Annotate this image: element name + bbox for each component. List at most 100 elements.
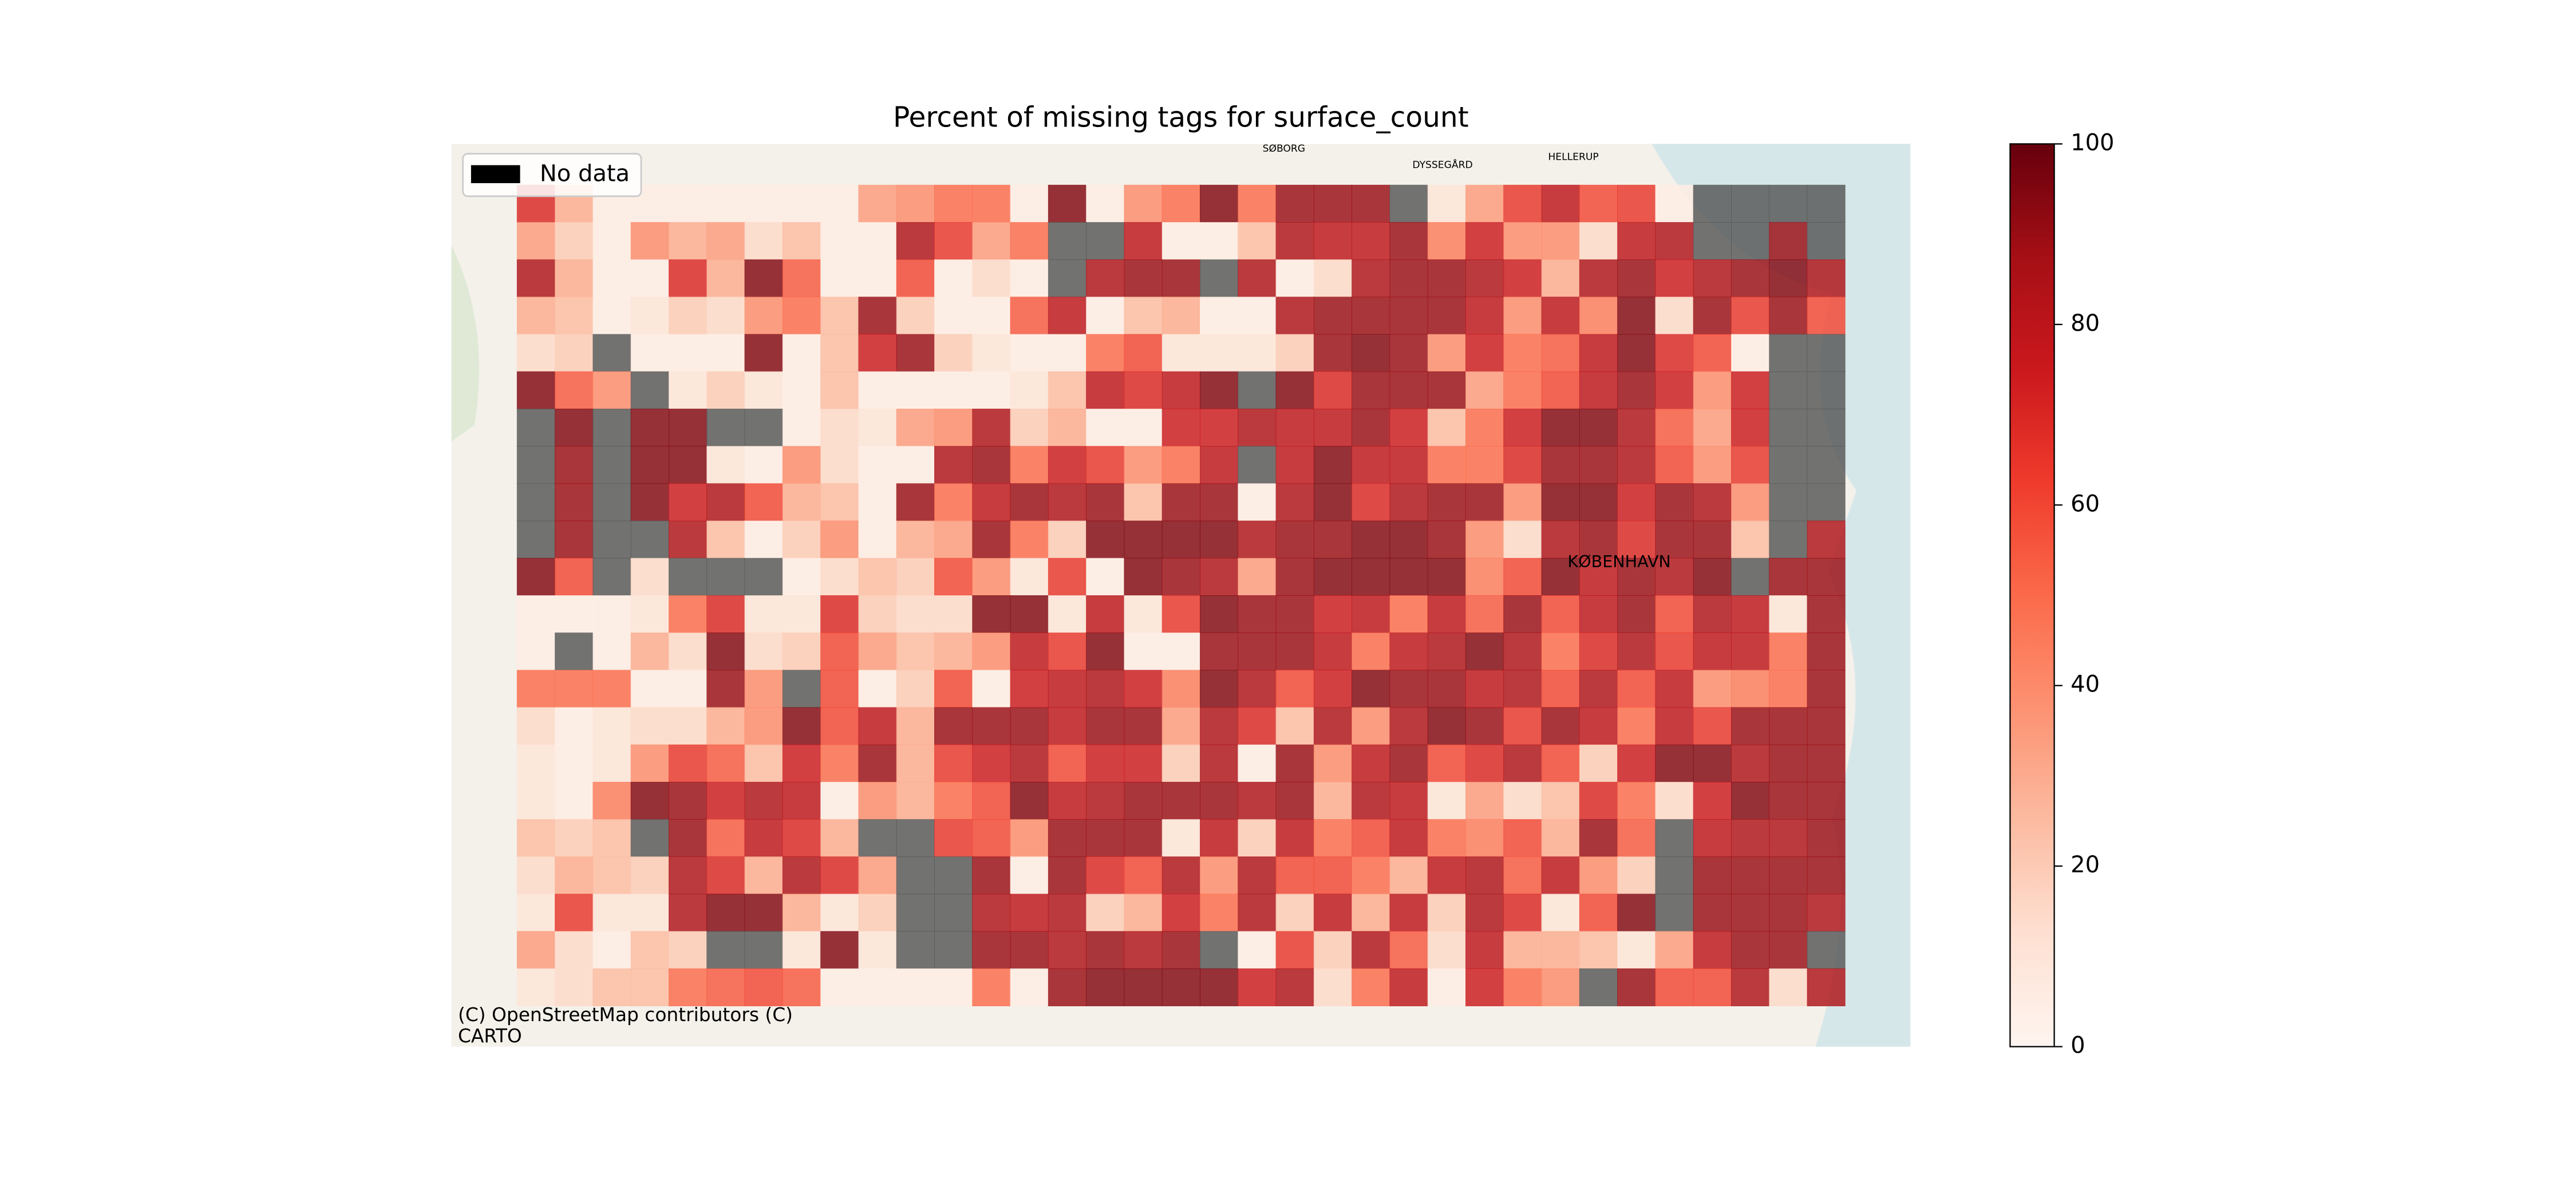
cell bbox=[1655, 670, 1694, 708]
cell bbox=[1541, 409, 1580, 447]
cell bbox=[1503, 819, 1542, 857]
cell bbox=[592, 893, 631, 932]
cell bbox=[516, 781, 555, 820]
cell bbox=[1655, 931, 1694, 969]
cell bbox=[1693, 446, 1732, 484]
cell bbox=[1427, 670, 1466, 708]
cell bbox=[1313, 222, 1352, 260]
no-data-cell bbox=[1807, 184, 1846, 223]
cell bbox=[1352, 520, 1390, 559]
no-data-cell bbox=[592, 483, 631, 521]
cell bbox=[1313, 334, 1352, 372]
cell bbox=[1389, 520, 1428, 559]
colorbar-tick-label: 20 bbox=[2071, 852, 2100, 878]
cell bbox=[1048, 968, 1086, 1006]
cell bbox=[1617, 483, 1656, 521]
cell bbox=[1275, 222, 1314, 260]
cell bbox=[782, 259, 821, 298]
cell bbox=[858, 670, 897, 708]
cell bbox=[592, 595, 631, 634]
cell bbox=[555, 520, 594, 559]
cell bbox=[1313, 819, 1352, 857]
cell bbox=[782, 893, 821, 932]
cell bbox=[1693, 856, 1732, 895]
cell bbox=[1313, 595, 1352, 634]
cell bbox=[1655, 483, 1694, 521]
cell bbox=[934, 595, 973, 634]
cell bbox=[972, 446, 1011, 484]
cell bbox=[1655, 520, 1694, 559]
cell bbox=[1161, 893, 1200, 932]
cell bbox=[1731, 931, 1770, 969]
cell bbox=[1465, 856, 1504, 895]
cell bbox=[1352, 446, 1390, 484]
cell bbox=[1238, 968, 1277, 1006]
cell bbox=[1807, 557, 1846, 596]
cell bbox=[1275, 334, 1314, 372]
cell bbox=[1427, 557, 1466, 596]
cell bbox=[1200, 371, 1239, 409]
cell bbox=[1086, 968, 1125, 1006]
cell bbox=[896, 259, 935, 298]
cell bbox=[555, 968, 594, 1006]
cell bbox=[1807, 632, 1846, 671]
cell bbox=[706, 856, 745, 895]
cell bbox=[1769, 670, 1808, 708]
cell bbox=[820, 222, 859, 260]
cell bbox=[1010, 744, 1049, 782]
cell bbox=[1161, 670, 1200, 708]
cell bbox=[1693, 893, 1732, 932]
cell bbox=[1655, 595, 1694, 634]
no-data-cell bbox=[896, 856, 935, 895]
cell bbox=[1086, 781, 1125, 820]
cell bbox=[706, 968, 745, 1006]
cell bbox=[1200, 781, 1239, 820]
no-data-cell bbox=[592, 409, 631, 447]
cell bbox=[1313, 632, 1352, 671]
cell bbox=[1010, 707, 1049, 745]
cell bbox=[1465, 931, 1504, 969]
cell bbox=[1313, 296, 1352, 335]
cell bbox=[555, 222, 594, 260]
cell bbox=[1465, 819, 1504, 857]
cell bbox=[1541, 819, 1580, 857]
cell bbox=[1352, 595, 1390, 634]
cell bbox=[630, 744, 669, 782]
cell bbox=[820, 670, 859, 708]
cell bbox=[1048, 371, 1086, 409]
cell bbox=[1086, 184, 1125, 223]
cell bbox=[1579, 707, 1618, 745]
no-data-cell bbox=[1769, 371, 1808, 409]
cell bbox=[1503, 595, 1542, 634]
cell bbox=[1693, 259, 1732, 298]
cell bbox=[1769, 856, 1808, 895]
cell bbox=[1731, 781, 1770, 820]
cell bbox=[555, 781, 594, 820]
cell bbox=[1238, 483, 1277, 521]
no-data-cell bbox=[1807, 931, 1846, 969]
cell bbox=[1503, 557, 1542, 596]
cell bbox=[1427, 409, 1466, 447]
cell bbox=[972, 334, 1011, 372]
cell bbox=[1124, 446, 1163, 484]
cell bbox=[1124, 520, 1163, 559]
cell bbox=[1161, 707, 1200, 745]
no-data-cell bbox=[782, 670, 821, 708]
cell bbox=[1655, 334, 1694, 372]
park bbox=[451, 245, 479, 442]
no-data-cell bbox=[1769, 184, 1808, 223]
cell bbox=[1124, 632, 1163, 671]
no-data-cell bbox=[1769, 446, 1808, 484]
no-data-cell bbox=[1655, 819, 1694, 857]
cell bbox=[1124, 856, 1163, 895]
cell bbox=[1275, 632, 1314, 671]
cell bbox=[744, 222, 783, 260]
no-data-cell bbox=[1655, 856, 1694, 895]
no-data-cell bbox=[1579, 968, 1618, 1006]
cell bbox=[1693, 371, 1732, 409]
cell bbox=[1200, 222, 1239, 260]
cell bbox=[555, 893, 594, 932]
cell bbox=[1541, 931, 1580, 969]
cell bbox=[1238, 259, 1277, 298]
cell bbox=[1200, 334, 1239, 372]
